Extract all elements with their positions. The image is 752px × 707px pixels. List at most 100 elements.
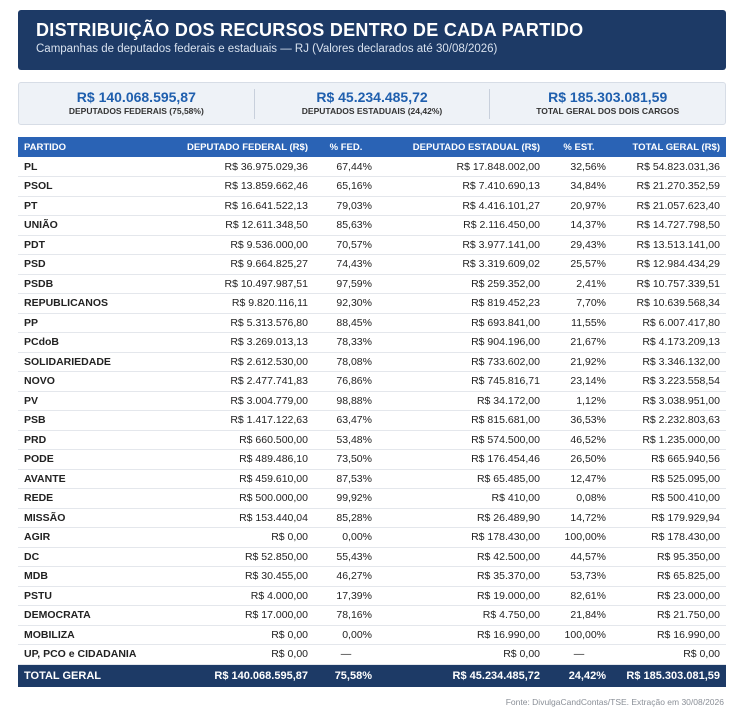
table-row: PP R$ 5.313.576,80 88,45% R$ 693.841,00 11,5… <box>18 313 726 333</box>
estadual-value: R$ 693.841,00 <box>378 313 546 333</box>
estadual-pct: 26,50% <box>546 449 612 470</box>
table-header-row: PARTIDO DEPUTADO FEDERAL (R$) % FED. DEP… <box>18 137 726 157</box>
federal-value: R$ 489.486,10 <box>158 449 314 470</box>
federal-value: R$ 4.000,00 <box>158 586 314 606</box>
report-header: DISTRIBUIÇÃO DOS RECURSOS DENTRO DE CADA… <box>18 10 726 70</box>
estadual-pct: 14,37% <box>546 215 612 236</box>
estadual-value: R$ 7.410.690,13 <box>378 176 546 197</box>
federal-value: R$ 16.641.522,13 <box>158 196 314 216</box>
estadual-pct: 25,57% <box>546 254 612 275</box>
table-row: PL R$ 36.975.029,36 67,44% R$ 17.848.002,00… <box>18 157 726 177</box>
total-value: R$ 21.750,00 <box>612 605 726 626</box>
party-name: NOVO <box>18 371 158 392</box>
federal-pct: 78,08% <box>314 352 378 372</box>
party-name: UNIÃO <box>18 215 158 236</box>
federal-value: R$ 3.004.779,00 <box>158 391 314 411</box>
table-row: REDE R$ 500.000,00 99,92% R$ 410,00 0,08% R$ … <box>18 488 726 509</box>
estadual-pct: 100,00% <box>546 625 612 645</box>
federal-value: R$ 5.313.576,80 <box>158 313 314 333</box>
federal-value: R$ 660.500,00 <box>158 430 314 450</box>
party-name: PODE <box>18 449 158 470</box>
estadual-pct: 32,56% <box>546 157 612 177</box>
total-value: R$ 3.346.132,00 <box>612 352 726 372</box>
federal-value: R$ 2.477.741,83 <box>158 371 314 392</box>
federal-pct: 53,48% <box>314 430 378 450</box>
total-value: R$ 54.823.031,36 <box>612 157 726 177</box>
total-value: R$ 95.350,00 <box>612 547 726 567</box>
total-value: R$ 665.940,56 <box>612 449 726 470</box>
table-row: PV R$ 3.004.779,00 98,88% R$ 34.172,00 1,12%… <box>18 391 726 411</box>
party-name: PDT <box>18 235 158 255</box>
summary-total-label: TOTAL GERAL DOS DOIS CARGOS <box>536 105 680 116</box>
estadual-pct: 44,57% <box>546 547 612 567</box>
federal-value: R$ 9.664.825,27 <box>158 254 314 275</box>
total-value: R$ 1.235.000,00 <box>612 430 726 450</box>
estadual-pct: 82,61% <box>546 586 612 606</box>
table-row: MISSÃO R$ 153.440,04 85,28% R$ 26.489,90 14,… <box>18 508 726 528</box>
total-row: TOTAL GERAL R$ 140.068.595,87 75,58% R$ … <box>18 664 726 687</box>
estadual-value: R$ 745.816,71 <box>378 371 546 392</box>
party-name: MDB <box>18 566 158 587</box>
total-value: R$ 178.430,00 <box>612 527 726 548</box>
party-name: PSB <box>18 410 158 431</box>
table-row: AVANTE R$ 459.610,00 87,53% R$ 65.485,00 12,… <box>18 469 726 489</box>
total-value: R$ 21.270.352,59 <box>612 176 726 197</box>
total-value: R$ 14.727.798,50 <box>612 215 726 236</box>
estadual-value: R$ 26.489,90 <box>378 508 546 528</box>
estadual-value: R$ 34.172,00 <box>378 391 546 411</box>
source-note: Fonte: DivulgaCandContas/TSE. Extração e… <box>505 697 724 707</box>
summary-estadual-value: R$ 45.234.485,72 <box>316 88 428 105</box>
total-value: R$ 500.410,00 <box>612 488 726 509</box>
estadual-pct: 12,47% <box>546 469 612 489</box>
total-value: R$ 4.173.209,13 <box>612 332 726 353</box>
table-row: PRD R$ 660.500,00 53,48% R$ 574.500,00 46,52… <box>18 430 726 450</box>
estadual-value: R$ 4.416.101,27 <box>378 196 546 216</box>
federal-pct: 70,57% <box>314 235 378 255</box>
estadual-value: R$ 259.352,00 <box>378 274 546 294</box>
federal-pct: 0,00% <box>314 527 378 548</box>
party-name: DEMOCRATA <box>18 605 158 626</box>
table-row: REPUBLICANOS R$ 9.820.116,11 92,30% R$ 819.… <box>18 293 726 314</box>
federal-pct: 76,86% <box>314 371 378 392</box>
party-name: MOBILIZA <box>18 625 158 645</box>
table-row: SOLIDARIEDADE R$ 2.612.530,00 78,08% R$ 733… <box>18 352 726 372</box>
total-value: R$ 179.929,94 <box>612 508 726 528</box>
estadual-value: R$ 815.681,00 <box>378 410 546 431</box>
total-value: R$ 65.825,00 <box>612 566 726 587</box>
federal-value: R$ 36.975.029,36 <box>158 157 314 177</box>
col-header-estadual: DEPUTADO ESTADUAL (R$) <box>378 137 546 157</box>
total-label: TOTAL GERAL <box>18 664 158 687</box>
col-header-pct-fed: % FED. <box>314 137 378 157</box>
estadual-value: R$ 3.319.609,02 <box>378 254 546 275</box>
col-header-partido: PARTIDO <box>18 137 158 157</box>
federal-value: R$ 459.610,00 <box>158 469 314 489</box>
estadual-pct: 0,08% <box>546 488 612 509</box>
federal-pct: 63,47% <box>314 410 378 431</box>
party-name: REPUBLICANOS <box>18 293 158 314</box>
estadual-pct: 23,14% <box>546 371 612 392</box>
table-body: PL R$ 36.975.029,36 67,44% R$ 17.848.002,00… <box>18 157 726 665</box>
estadual-value: R$ 178.430,00 <box>378 527 546 548</box>
summary-federal-value: R$ 140.068.595,87 <box>76 88 196 105</box>
federal-value: R$ 13.859.662,46 <box>158 176 314 197</box>
federal-pct: 88,45% <box>314 313 378 333</box>
estadual-value: R$ 819.452,23 <box>378 293 546 314</box>
federal-value: R$ 52.850,00 <box>158 547 314 567</box>
total-value: R$ 23.000,00 <box>612 586 726 606</box>
federal-value: R$ 30.455,00 <box>158 566 314 587</box>
estadual-value: R$ 904.196,00 <box>378 332 546 353</box>
federal-value: R$ 3.269.013,13 <box>158 332 314 353</box>
party-name: DC <box>18 547 158 567</box>
total-value: R$ 3.223.558,54 <box>612 371 726 392</box>
federal-value: R$ 10.497.987,51 <box>158 274 314 294</box>
party-name: PSTU <box>18 586 158 606</box>
estadual-pct: 100,00% <box>546 527 612 548</box>
federal-value: R$ 9.820.116,11 <box>158 293 314 314</box>
federal-pct: 0,00% <box>314 625 378 645</box>
party-name: AVANTE <box>18 469 158 489</box>
summary-panel: R$ 140.068.595,87 DEPUTADOS FEDERAIS (75… <box>18 82 726 125</box>
estadual-pct: 2,41% <box>546 274 612 294</box>
estadual-pct: 34,84% <box>546 176 612 197</box>
party-name: PRD <box>18 430 158 450</box>
estadual-value: R$ 176.454,46 <box>378 449 546 470</box>
